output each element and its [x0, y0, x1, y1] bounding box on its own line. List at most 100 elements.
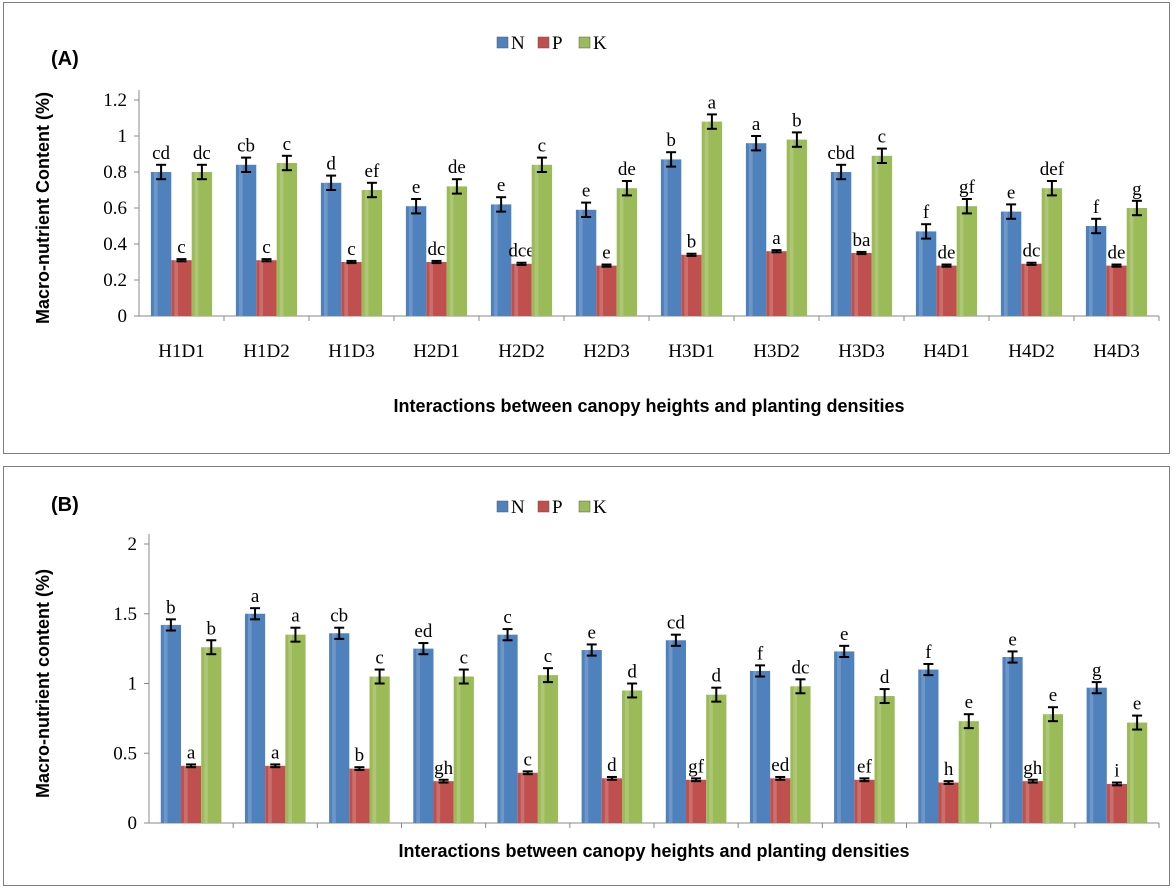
significance-letter: c: [177, 237, 185, 258]
significance-letter: c: [375, 648, 383, 669]
significance-letter: c: [878, 127, 886, 148]
bar-highlight: [429, 262, 434, 316]
bar-highlight: [163, 624, 168, 823]
bar-highlight: [941, 782, 946, 823]
bar-highlight: [500, 634, 505, 823]
significance-letter: a: [772, 228, 781, 249]
y-axis-title: Macro-nutrient content (%): [33, 569, 53, 798]
error-bar: [1131, 199, 1142, 217]
x-tick-label: H3D3: [838, 341, 884, 362]
bar-highlight: [619, 188, 624, 316]
bar-n: [918, 669, 939, 823]
bar-highlight: [364, 190, 369, 316]
error-bar: [374, 668, 385, 685]
bar-highlight: [288, 634, 293, 823]
bar-n: [329, 633, 350, 823]
significance-letter: ed: [771, 755, 789, 776]
error-bar: [334, 626, 345, 640]
significance-letter: i: [1114, 761, 1119, 782]
bar-highlight: [1024, 263, 1029, 316]
bar-highlight: [584, 650, 589, 823]
bar-k: [276, 163, 298, 316]
error-bar: [418, 642, 429, 656]
error-bar: [879, 688, 890, 705]
bar-p: [171, 260, 192, 316]
bar-highlight: [153, 172, 158, 316]
significance-letter: de: [448, 157, 466, 178]
bar-n: [405, 206, 427, 316]
bar-p: [256, 260, 277, 316]
significance-letter: a: [291, 606, 300, 627]
bar-highlight: [1044, 188, 1049, 316]
legend-label-p: P: [552, 33, 563, 54]
bar-highlight: [514, 263, 519, 316]
legend-label-n: N: [511, 33, 525, 54]
chart-panel-b: (B) N P K 0 0.5 1 1.5 2 Macro-nutrient content (%…: [3, 466, 1170, 886]
bar-n: [834, 651, 855, 823]
bar-k: [201, 647, 222, 823]
significance-letter: f: [923, 202, 930, 223]
bar-highlight: [520, 772, 525, 823]
error-bar: [691, 777, 702, 783]
significance-letter: d: [607, 755, 617, 776]
bar-k: [706, 694, 727, 823]
bar-highlight: [436, 781, 441, 823]
error-bar: [601, 263, 612, 268]
bar-highlight: [709, 694, 713, 823]
significance-letter: cd: [152, 143, 170, 164]
bar-highlight: [184, 765, 188, 823]
error-bar: [458, 668, 469, 685]
error-bar: [250, 607, 261, 621]
bar-p: [851, 253, 872, 316]
error-bar: [961, 198, 972, 215]
bar-k: [871, 155, 893, 316]
bar-highlight: [540, 675, 545, 823]
x-tick-label: H4D1: [923, 341, 969, 362]
significance-letter: dc: [1023, 241, 1041, 262]
error-bar: [795, 678, 806, 695]
error-bar: [241, 156, 252, 173]
error-bar: [839, 644, 850, 658]
y-tick-label: 0.4: [103, 234, 127, 255]
x-tick-label: H2D2: [498, 341, 544, 362]
bar-highlight: [689, 779, 693, 823]
error-bar: [290, 626, 301, 643]
error-bar: [706, 113, 717, 130]
y-tick-label: 0: [118, 306, 128, 327]
bar-n: [244, 613, 266, 823]
bar-highlight: [1130, 722, 1134, 823]
significance-letter: gh: [1023, 758, 1043, 779]
error-bar: [156, 163, 167, 181]
bar-highlight: [837, 651, 841, 823]
chart-a-svg: (A) N P K 0 0.2 0.4 0.6 0.8 1 1.2 Macro-nutrient Co…: [33, 33, 1160, 416]
y-axis-title: Macro-nutrient Content (%): [33, 92, 53, 324]
bar-k: [191, 172, 213, 316]
error-bar: [876, 147, 887, 164]
significance-letter: a: [271, 742, 280, 763]
bar-highlight: [238, 164, 243, 316]
error-bar: [1111, 781, 1122, 787]
error-bar: [1027, 778, 1038, 784]
bar-highlight: [174, 260, 179, 316]
bar-k: [453, 676, 474, 823]
error-bar: [281, 154, 292, 172]
bar-n: [1002, 656, 1023, 823]
bar-highlight: [352, 768, 356, 823]
bar-n: [581, 650, 602, 823]
bar-p: [681, 254, 702, 316]
x-tick-label: H2D3: [583, 341, 629, 362]
bar-k: [786, 139, 808, 316]
significance-letter: dc: [791, 657, 809, 678]
bar-n: [235, 164, 257, 316]
significance-letter: e: [412, 177, 420, 198]
legend-label-n: N: [511, 497, 525, 518]
error-bar: [516, 261, 527, 266]
significance-letter: cbd: [827, 143, 855, 164]
error-bar: [775, 775, 786, 781]
bar-n: [497, 634, 518, 823]
significance-letter: cb: [330, 606, 348, 627]
significance-letter: b: [166, 597, 176, 618]
error-bar: [186, 763, 197, 769]
bar-highlight: [1005, 656, 1010, 823]
